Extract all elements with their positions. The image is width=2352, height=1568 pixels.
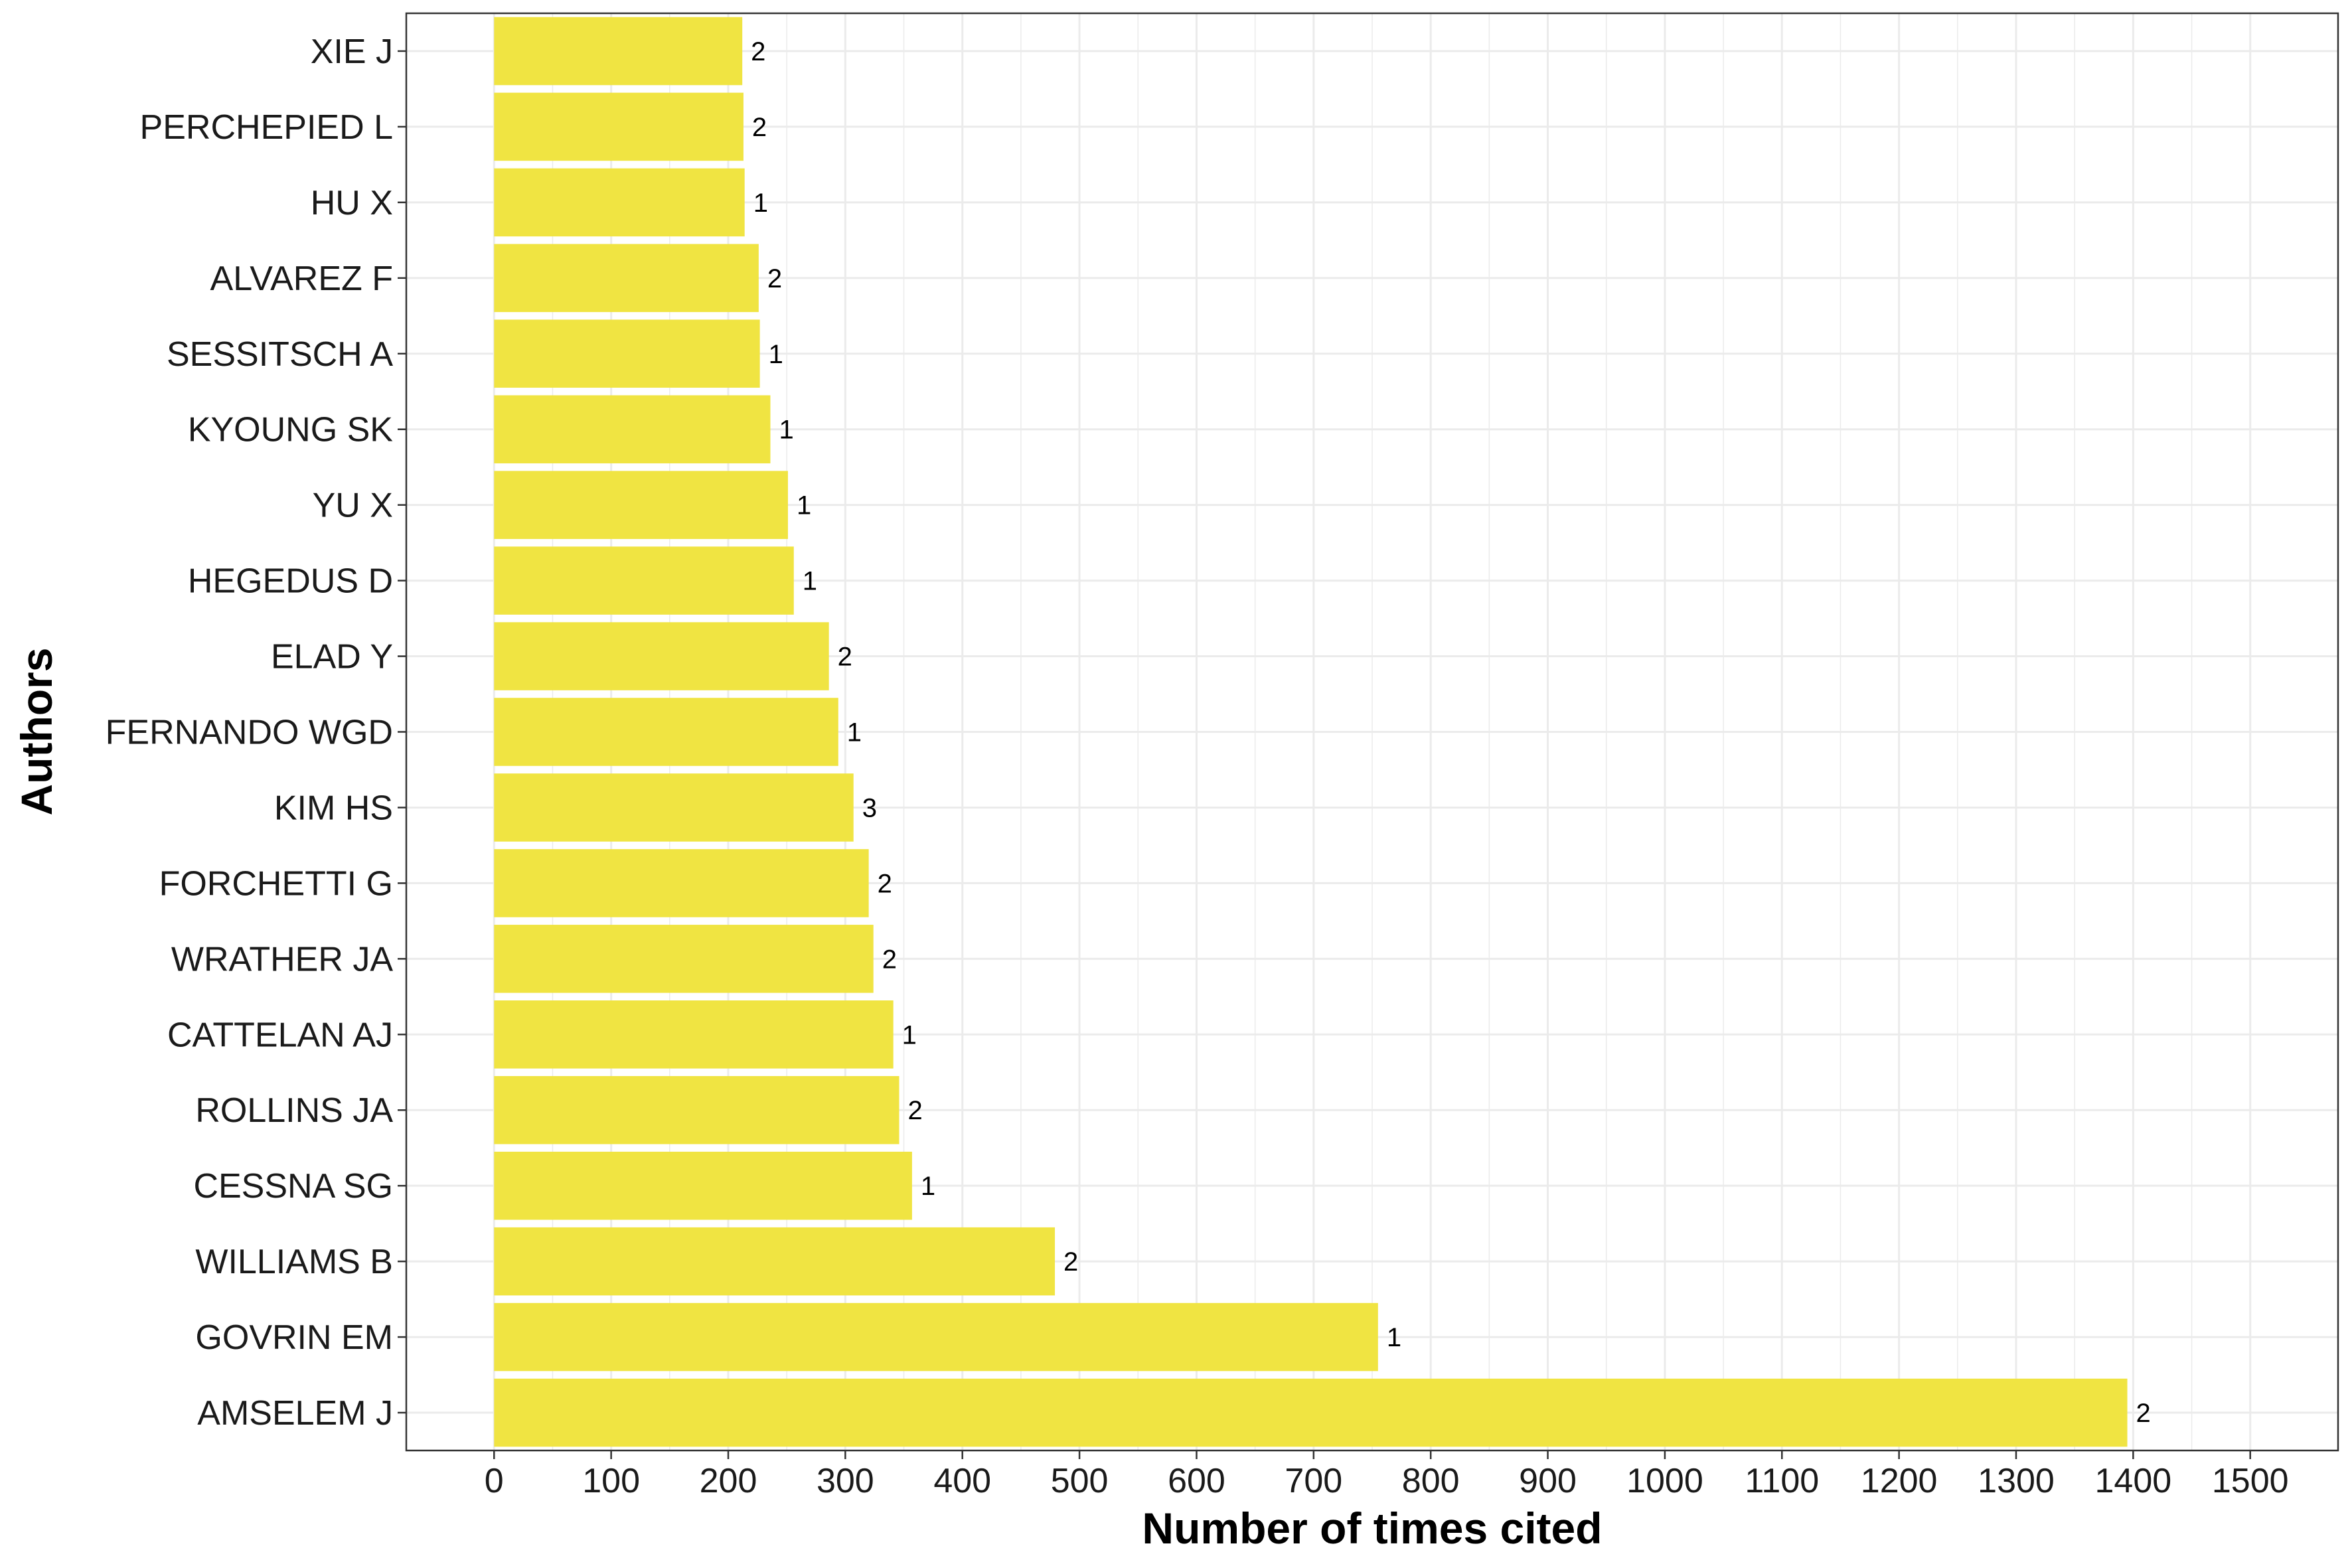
- x-tick-label: 800: [1402, 1462, 1460, 1500]
- x-tick-label: 1100: [1745, 1462, 1819, 1500]
- bar: [494, 1378, 2128, 1447]
- bar-value-label: 1: [921, 1172, 935, 1201]
- bar: [494, 1151, 912, 1220]
- x-tick-label: 600: [1168, 1462, 1225, 1500]
- bar: [494, 471, 788, 539]
- x-tick-label: 400: [933, 1462, 991, 1500]
- y-tick-label: ALVAREZ F: [210, 260, 393, 298]
- bar: [494, 698, 838, 766]
- bar-value-label: 1: [769, 340, 783, 369]
- y-tick-label: CATTELAN AJ: [167, 1016, 393, 1054]
- y-tick-label: HEGEDUS D: [188, 562, 393, 601]
- y-tick-label: HU X: [311, 184, 393, 222]
- y-tick-label: FERNANDO WGD: [106, 714, 393, 752]
- bar-value-label: 3: [862, 793, 877, 823]
- y-tick-label: GOVRIN EM: [195, 1318, 393, 1357]
- y-tick-label: WILLIAMS B: [195, 1243, 393, 1281]
- major-gridlines: [406, 13, 2338, 1450]
- y-tick-label: XIE J: [311, 33, 393, 71]
- bar: [494, 849, 869, 917]
- bar: [494, 622, 829, 690]
- bar: [494, 168, 745, 237]
- bar: [494, 17, 743, 86]
- bars: [494, 17, 2128, 1447]
- y-tick-label: SESSITSCH A: [167, 335, 393, 374]
- x-axis-title: Number of times cited: [1142, 1504, 1602, 1553]
- bar: [494, 244, 759, 313]
- y-tick-label: ROLLINS JA: [195, 1091, 393, 1130]
- y-axis-title: Authors: [12, 648, 61, 816]
- bar-value-label: 2: [1063, 1247, 1078, 1277]
- bar: [494, 395, 771, 463]
- x-tick-label: 100: [582, 1462, 640, 1500]
- x-tick-label: 1400: [2095, 1462, 2172, 1500]
- y-axis-ticks: XIE J PERCHEPIED L HU X ALVAREZ F SESSITSCH …: [106, 33, 406, 1433]
- x-tick-label: 300: [817, 1462, 874, 1500]
- x-axis-ticks: 0 100 200 300 400 500 600 700 800 900 1000 1100 1200…: [485, 1450, 2289, 1500]
- y-tick-label: FORCHETTI G: [159, 864, 393, 903]
- bar: [494, 1302, 1378, 1372]
- y-tick-label: KIM HS: [274, 789, 393, 827]
- x-tick-label: 700: [1285, 1462, 1342, 1500]
- bar: [494, 773, 854, 842]
- bar-value-label: 1: [803, 567, 817, 596]
- bar-value-label: 1: [1387, 1323, 1401, 1352]
- bar-value-label: 2: [838, 643, 852, 672]
- x-tick-label: 0: [485, 1462, 504, 1500]
- y-tick-label: WRATHER JA: [171, 940, 393, 979]
- y-tick-label: PERCHEPIED L: [140, 108, 393, 147]
- bar: [494, 1227, 1056, 1296]
- bar-value-labels: 2 2 1 2 1 1 1 1 2 1 3 2 2 1 2 1 2 1 2: [751, 37, 2151, 1428]
- x-tick-label: 200: [700, 1462, 757, 1500]
- bar-value-label: 1: [753, 189, 768, 218]
- bar: [494, 1000, 894, 1069]
- bar-value-label: 1: [779, 416, 793, 445]
- bar: [494, 925, 874, 993]
- bar-value-label: 2: [752, 113, 767, 142]
- x-tick-label: 900: [1519, 1462, 1577, 1500]
- x-tick-label: 1000: [1626, 1462, 1703, 1500]
- y-tick-label: KYOUNG SK: [188, 411, 393, 449]
- bar-value-label: 1: [902, 1020, 917, 1050]
- bar-value-label: 2: [878, 869, 892, 898]
- bar: [494, 319, 760, 388]
- x-tick-label: 1200: [1861, 1462, 1938, 1500]
- bar: [494, 546, 794, 615]
- bar-value-label: 2: [2136, 1399, 2151, 1428]
- y-tick-label: AMSELEM J: [197, 1394, 393, 1433]
- bar-value-label: 2: [751, 37, 765, 66]
- bar-value-label: 1: [797, 491, 811, 520]
- bar: [494, 92, 744, 161]
- y-tick-label: CESSNA SG: [193, 1167, 393, 1206]
- bar: [494, 1075, 900, 1144]
- y-tick-label: ELAD Y: [271, 638, 393, 676]
- x-tick-label: 1500: [2212, 1462, 2289, 1500]
- y-tick-label: YU X: [313, 487, 393, 525]
- x-tick-label: 500: [1051, 1462, 1109, 1500]
- x-tick-label: 1300: [1978, 1462, 2055, 1500]
- bar-value-label: 2: [767, 264, 782, 293]
- bar-value-label: 2: [882, 945, 897, 974]
- bar-value-label: 2: [907, 1096, 922, 1125]
- bar-value-label: 1: [847, 718, 862, 747]
